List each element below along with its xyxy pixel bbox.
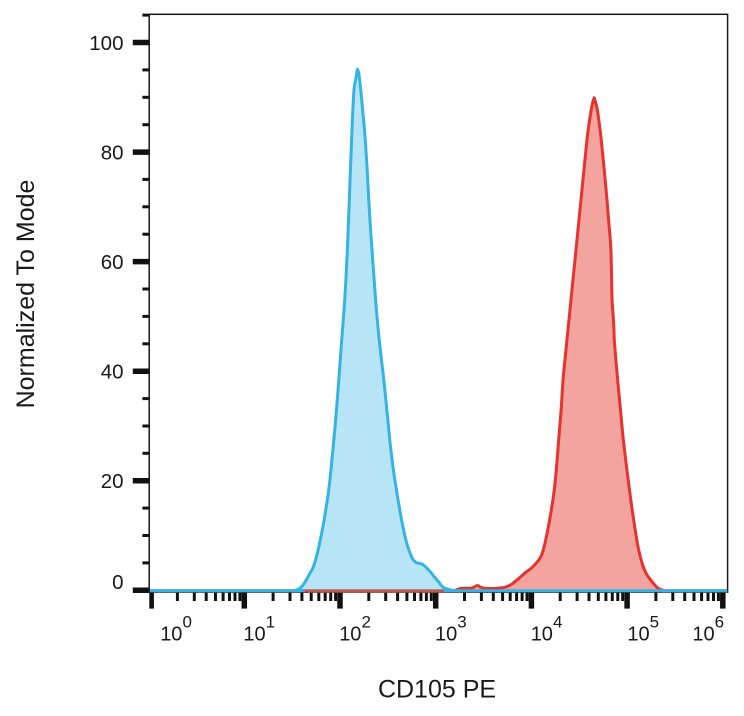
svg-text:20: 20 <box>101 470 124 493</box>
svg-text:80: 80 <box>101 142 124 165</box>
svg-text:0: 0 <box>112 571 123 594</box>
svg-text:40: 40 <box>101 361 124 384</box>
svg-text:CD105 PE: CD105 PE <box>378 675 496 703</box>
svg-text:Normalized To Mode: Normalized To Mode <box>12 180 40 409</box>
svg-text:60: 60 <box>101 251 124 274</box>
svg-text:100: 100 <box>89 32 123 55</box>
